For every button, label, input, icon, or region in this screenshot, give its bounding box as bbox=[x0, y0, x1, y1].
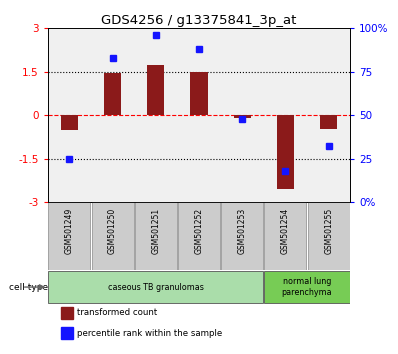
Bar bbox=[277, 115, 294, 189]
Bar bbox=[264, 202, 306, 270]
Bar bbox=[320, 115, 337, 129]
Text: GSM501254: GSM501254 bbox=[281, 207, 290, 254]
Text: GSM501249: GSM501249 bbox=[65, 207, 74, 254]
Text: GSM501251: GSM501251 bbox=[151, 207, 160, 253]
Text: percentile rank within the sample: percentile rank within the sample bbox=[77, 329, 222, 338]
Bar bbox=[104, 73, 121, 115]
Text: GSM501250: GSM501250 bbox=[108, 207, 117, 254]
Bar bbox=[190, 72, 208, 115]
Text: transformed count: transformed count bbox=[77, 308, 157, 318]
Bar bbox=[61, 327, 73, 339]
Bar bbox=[49, 202, 90, 270]
Bar bbox=[92, 202, 134, 270]
Bar bbox=[308, 202, 349, 270]
Bar bbox=[61, 115, 78, 130]
Text: GSM501252: GSM501252 bbox=[195, 207, 203, 253]
Bar bbox=[61, 307, 73, 319]
Bar bbox=[264, 272, 349, 303]
Bar bbox=[147, 64, 164, 115]
Text: GSM501253: GSM501253 bbox=[238, 207, 247, 254]
Text: normal lung
parenchyma: normal lung parenchyma bbox=[282, 278, 332, 297]
Bar bbox=[49, 272, 263, 303]
Text: cell type: cell type bbox=[9, 282, 48, 292]
Text: GSM501255: GSM501255 bbox=[324, 207, 333, 254]
Bar bbox=[135, 202, 177, 270]
Title: GDS4256 / g13375841_3p_at: GDS4256 / g13375841_3p_at bbox=[101, 14, 297, 27]
Text: caseous TB granulomas: caseous TB granulomas bbox=[108, 282, 204, 292]
Bar bbox=[178, 202, 220, 270]
Bar bbox=[221, 202, 263, 270]
Bar bbox=[234, 115, 251, 118]
